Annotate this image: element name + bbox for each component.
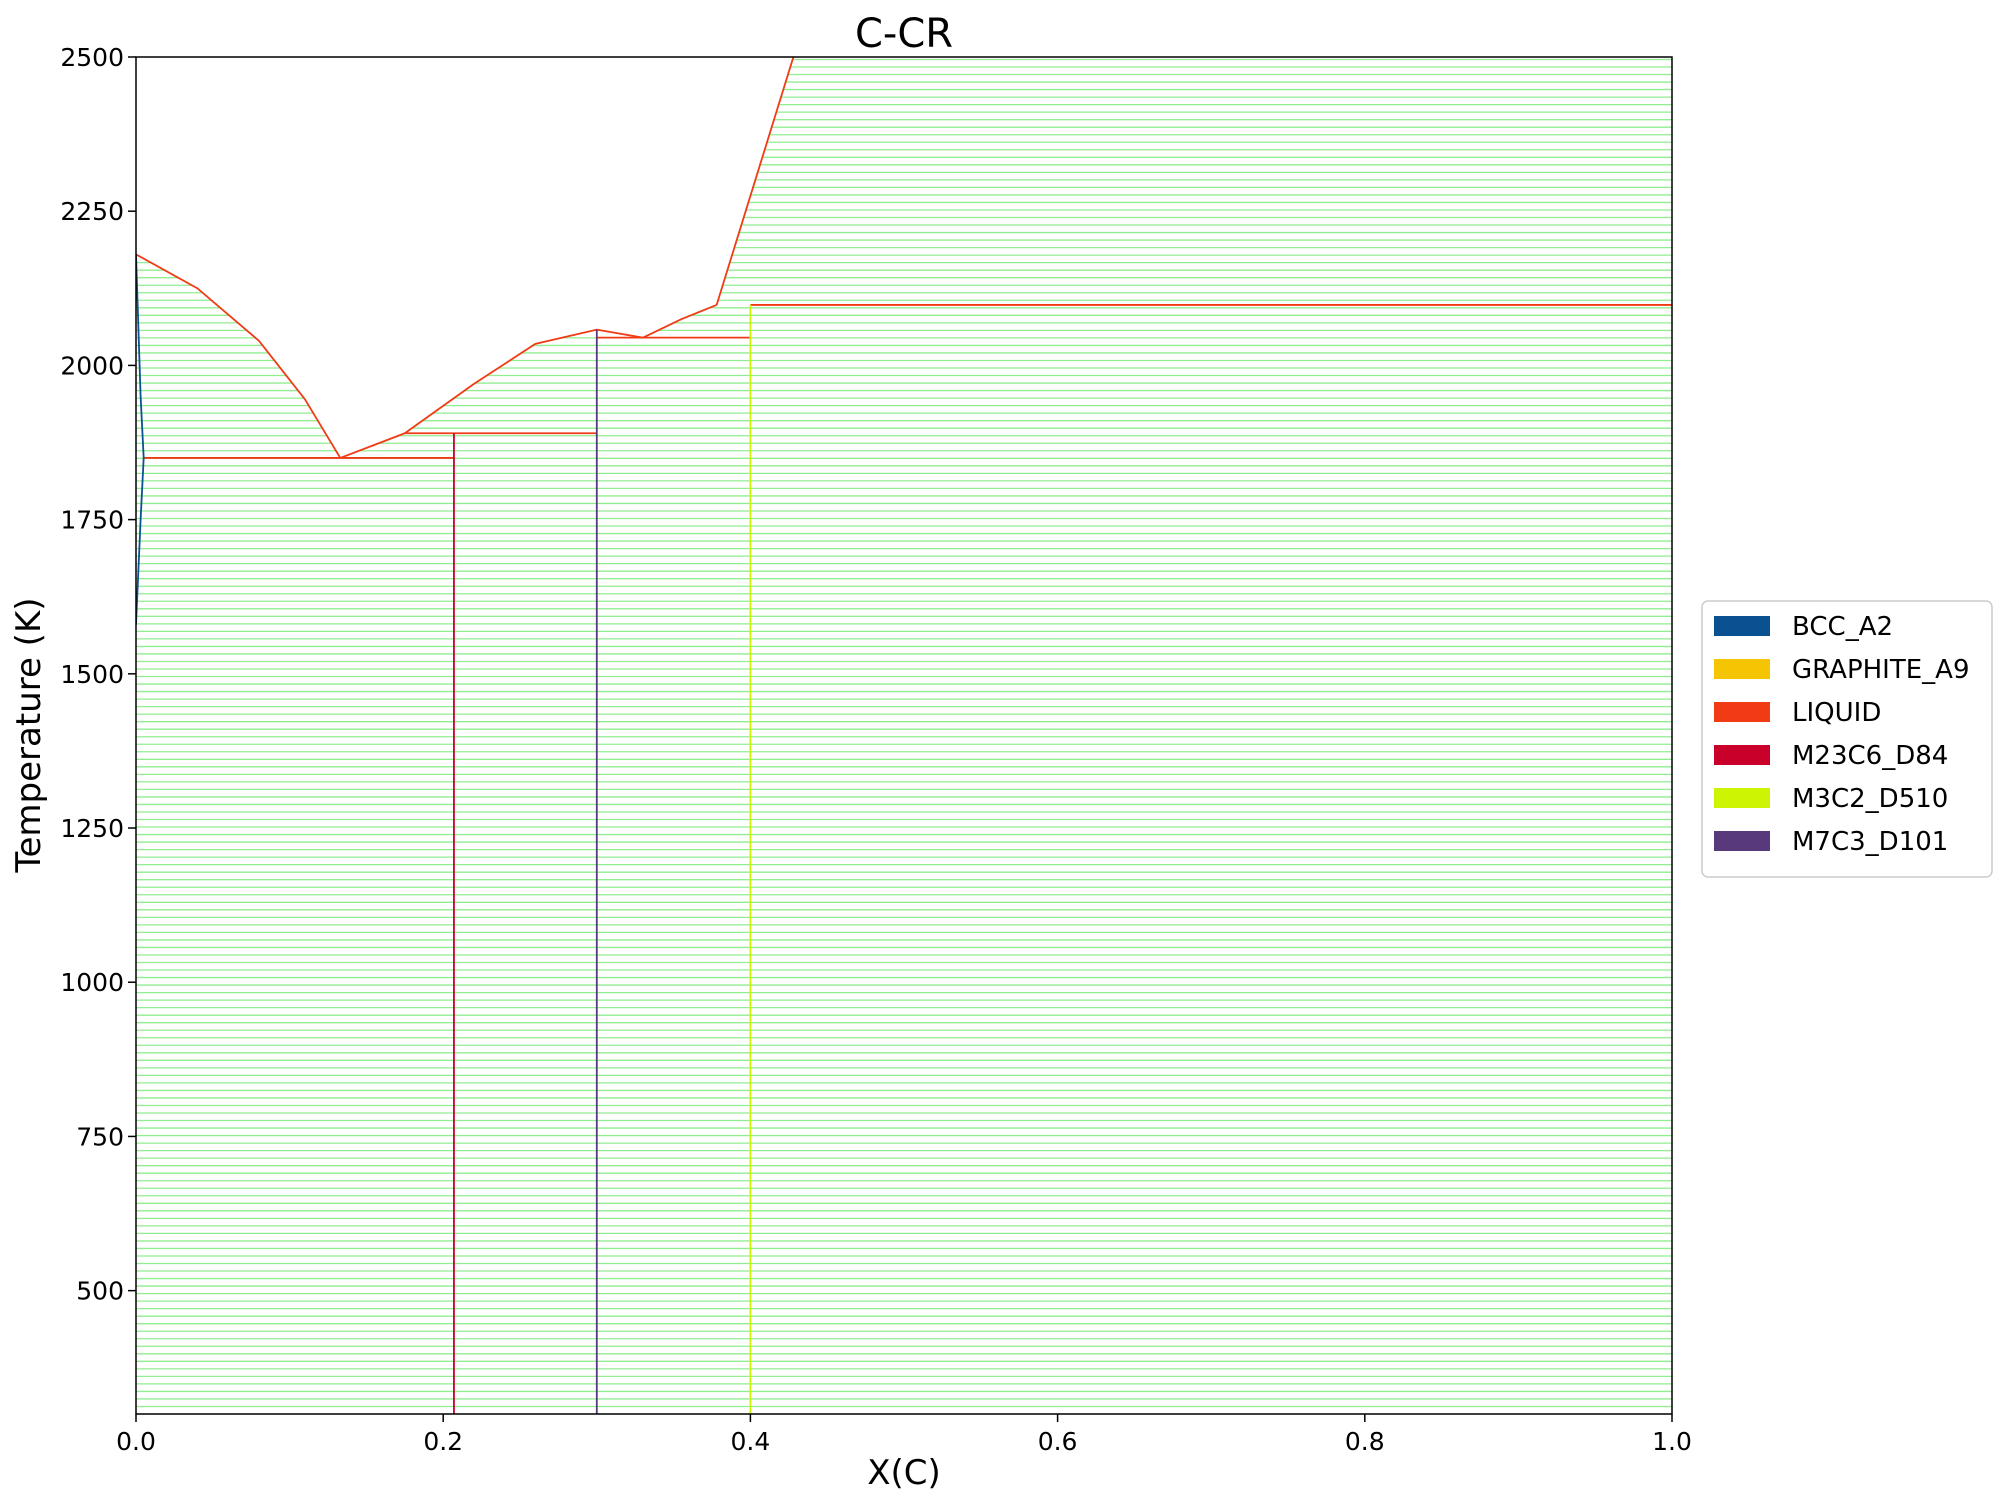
y-axis: 500 750 1000 1250 1500 1750 2000 2250 2500 — [60, 43, 136, 1306]
legend-label: BCC_A2 — [1792, 612, 1893, 642]
legend: BCC_A2 GRAPHITE_A9 LIQUID M23C6_D84 M3C2_D51… — [1701, 600, 1993, 878]
x-tick-label: 0.8 — [1345, 1427, 1385, 1456]
legend-swatch — [1714, 788, 1770, 808]
legend-swatch — [1714, 616, 1770, 636]
x-tick-label: 0.0 — [116, 1427, 156, 1456]
y-tick-label: 2000 — [60, 351, 124, 380]
phase-boundary-liquid — [404, 328, 644, 434]
legend-swatch — [1714, 831, 1770, 851]
legend-label: M3C2_D510 — [1792, 784, 1948, 814]
tieline-hatching — [136, 58, 1672, 1414]
phase-boundary-bcc_a2 — [136, 254, 145, 625]
legend-label: M7C3_D101 — [1792, 827, 1948, 857]
plot-frame — [135, 56, 1673, 1415]
x-tick-label: 0.2 — [423, 1427, 463, 1456]
x-tick-label: 0.6 — [1038, 1427, 1078, 1456]
legend-label: LIQUID — [1792, 698, 1881, 728]
y-tick-label: 1000 — [60, 968, 124, 997]
x-tick-label: 0.4 — [731, 1427, 771, 1456]
y-tick-label: 500 — [76, 1277, 124, 1306]
y-tick-label: 2250 — [60, 197, 124, 226]
y-tick-label: 1750 — [60, 506, 124, 535]
legend-swatch — [1714, 702, 1770, 722]
phase-boundary-liquid — [715, 57, 795, 306]
phase-boundaries — [136, 57, 1672, 1414]
legend-swatch — [1714, 659, 1770, 679]
chart-title: C-CR — [855, 11, 953, 57]
phase-boundary-liquid — [642, 304, 717, 339]
x-tick-label: 1.0 — [1652, 1427, 1692, 1456]
phase-boundary-liquid — [136, 253, 342, 459]
legend-box — [1701, 600, 1993, 878]
legend-swatch — [1714, 745, 1770, 765]
y-tick-label: 2500 — [60, 43, 124, 72]
phase-boundary-liquid — [339, 432, 406, 459]
y-tick-label: 1500 — [60, 660, 124, 689]
y-tick-label: 750 — [76, 1122, 124, 1151]
x-axis-label: X(C) — [867, 1453, 941, 1493]
legend-label: M23C6_D84 — [1792, 741, 1948, 771]
x-axis: 0.0 0.2 0.4 0.6 0.8 1.0 — [116, 1414, 1692, 1456]
y-axis-label: Temperature (K) — [9, 597, 49, 873]
legend-label: GRAPHITE_A9 — [1792, 655, 1969, 685]
y-tick-label: 1250 — [60, 814, 124, 843]
